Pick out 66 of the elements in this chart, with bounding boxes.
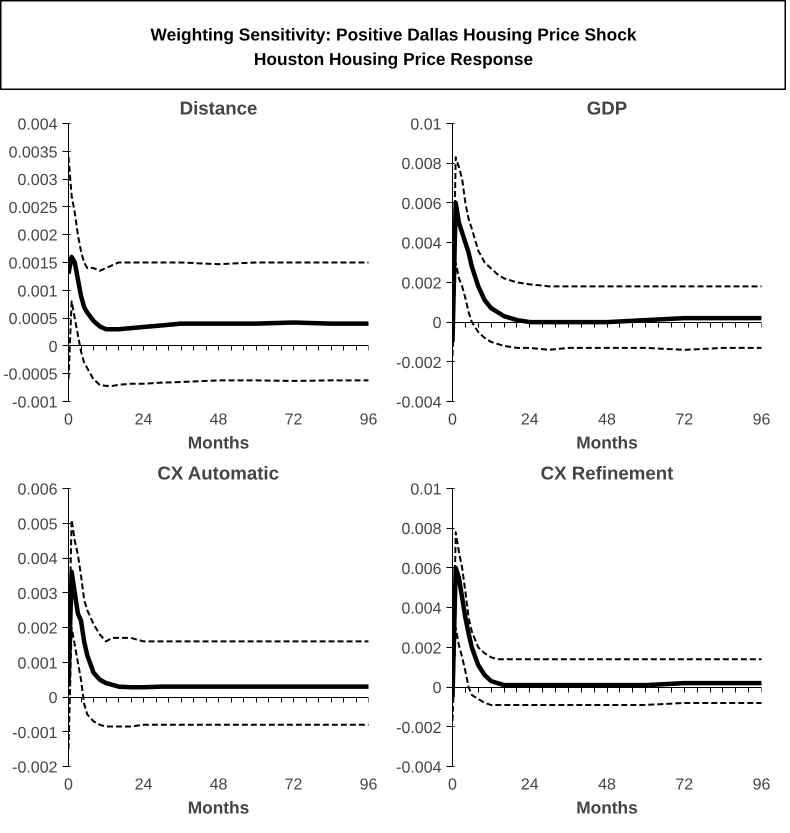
x-tick-label: 72 — [284, 776, 302, 794]
y-tick-label: 0.006 — [401, 560, 442, 578]
x-tick-label: 96 — [752, 412, 770, 428]
x-tick-label: 72 — [675, 412, 694, 428]
y-tick-label: 0.0015 — [8, 256, 58, 272]
x-tick-label: 0 — [448, 412, 458, 428]
y-tick-label: 0.003 — [17, 586, 58, 603]
x-tick-label: 48 — [210, 776, 228, 794]
y-tick-label: 0 — [432, 315, 442, 332]
x-axis-title: Months — [576, 432, 638, 452]
y-tick-label: 0.002 — [17, 228, 58, 245]
x-axis-title: Months — [576, 798, 638, 818]
y-tick-label: 0.008 — [401, 156, 442, 174]
y-tick-label: 0.0035 — [8, 144, 58, 162]
x-tick-label: 96 — [360, 776, 378, 794]
chart-title: CX Refinement — [540, 462, 674, 484]
chart-title: Distance — [180, 98, 258, 118]
y-tick-label: 0.004 — [17, 551, 58, 568]
y-tick-label: 0.002 — [17, 620, 58, 638]
y-tick-label: 0 — [48, 690, 58, 707]
y-tick-label: 0 — [48, 338, 58, 356]
y-tick-label: 0.005 — [17, 516, 58, 534]
x-tick-label: 96 — [752, 776, 770, 794]
y-tick-label: -0.002 — [12, 760, 58, 776]
y-tick-label: 0.004 — [401, 600, 442, 618]
y-tick-label: 0.004 — [401, 236, 442, 253]
y-tick-label: 0.003 — [17, 172, 58, 190]
x-axis-title: Months — [188, 432, 250, 452]
y-tick-label: 0.006 — [17, 482, 58, 498]
x-axis-title: Months — [188, 798, 250, 818]
y-tick-label: 0.001 — [17, 655, 58, 672]
x-tick-label: 48 — [598, 776, 616, 794]
x-tick-label: 48 — [210, 412, 228, 428]
x-tick-label: 24 — [134, 776, 152, 794]
x-tick-label: 48 — [598, 412, 616, 428]
y-tick-label: -0.001 — [12, 724, 58, 742]
y-tick-label: -0.0005 — [3, 366, 58, 384]
x-tick-label: 72 — [284, 412, 302, 428]
x-tick-label: 24 — [520, 412, 539, 428]
x-tick-label: 24 — [134, 412, 152, 428]
x-tick-label: 0 — [448, 776, 458, 794]
text: Weighting Sensitivity: Positive Dallas Housing Price Shock — [150, 24, 637, 45]
y-tick-label: 0.004 — [17, 116, 58, 134]
x-tick-label: 0 — [64, 412, 74, 428]
y-tick-label: 0.0005 — [8, 311, 58, 328]
y-tick-label: -0.002 — [396, 354, 442, 372]
y-tick-label: -0.001 — [12, 394, 58, 412]
y-tick-label: 0.01 — [410, 116, 442, 134]
x-tick-label: 72 — [675, 776, 694, 794]
chart-title: CX Automatic — [157, 462, 279, 484]
x-tick-label: 96 — [360, 412, 378, 428]
y-tick-label: 0.008 — [401, 521, 442, 538]
y-tick-label: 0 — [432, 680, 442, 698]
y-tick-label: -0.004 — [396, 394, 442, 412]
y-tick-label: 0.001 — [17, 283, 58, 300]
text: Houston Housing Price Response — [254, 49, 534, 69]
x-tick-label: 24 — [520, 776, 539, 794]
x-tick-label: 0 — [64, 776, 74, 794]
y-tick-label: 0.01 — [410, 482, 442, 498]
chart-title: GDP — [586, 98, 628, 118]
y-tick-label: 0.002 — [401, 640, 442, 658]
y-tick-label: -0.002 — [396, 720, 442, 737]
y-tick-label: 0.0025 — [8, 200, 58, 217]
y-tick-label: 0.006 — [401, 196, 442, 213]
y-tick-label: 0.002 — [401, 275, 442, 292]
y-tick-label: -0.004 — [396, 760, 442, 776]
